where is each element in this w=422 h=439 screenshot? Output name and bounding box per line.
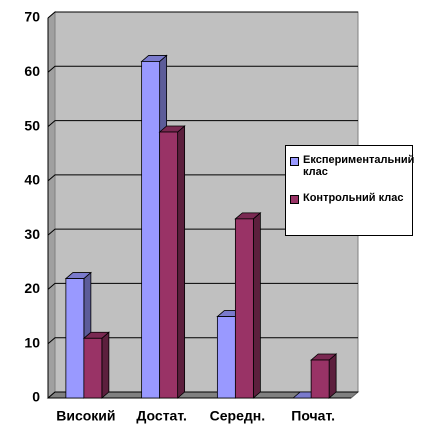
bar-side [328, 353, 337, 399]
y-tick-label: 0 [32, 389, 40, 405]
bar [234, 211, 262, 399]
x-tick-label: Почат. [291, 408, 335, 424]
y-tick-label: 70 [24, 9, 40, 25]
legend-label: Експериментальний клас [303, 154, 415, 178]
bar-front [159, 131, 179, 399]
legend: Експериментальний клас Контрольний клас [285, 145, 414, 236]
y-tick-label: 20 [24, 280, 40, 296]
legend-swatch [290, 195, 299, 204]
legend-item: Експериментальний клас [290, 154, 414, 178]
y-tick-label: 10 [24, 334, 40, 350]
bar-side [177, 125, 186, 399]
grid-line [47, 120, 358, 127]
legend-swatch [290, 157, 299, 166]
bar-front [216, 316, 236, 399]
bar-front [234, 218, 254, 399]
bar-side [252, 211, 261, 399]
x-tick-label: Середн. [210, 408, 265, 424]
grid-line [47, 65, 358, 73]
grid-line [47, 174, 358, 182]
y-tick-label: 50 [24, 117, 40, 133]
bar-side [101, 331, 110, 399]
bar-front [141, 61, 161, 399]
x-tick-label: Високий [56, 408, 115, 424]
legend-item: Контрольний клас [290, 192, 408, 204]
bar [158, 125, 186, 399]
legend-label: Контрольний клас [303, 192, 404, 204]
y-tick-label: 40 [24, 172, 40, 188]
bar-front [310, 359, 330, 399]
grid-line [47, 11, 358, 19]
bar-front [65, 278, 85, 399]
y-tick-label: 60 [24, 63, 40, 79]
bar-front [83, 337, 103, 399]
bar [310, 353, 338, 399]
bar [82, 331, 110, 399]
x-tick-label: Достат. [136, 408, 186, 424]
y-tick-label: 30 [24, 226, 40, 242]
